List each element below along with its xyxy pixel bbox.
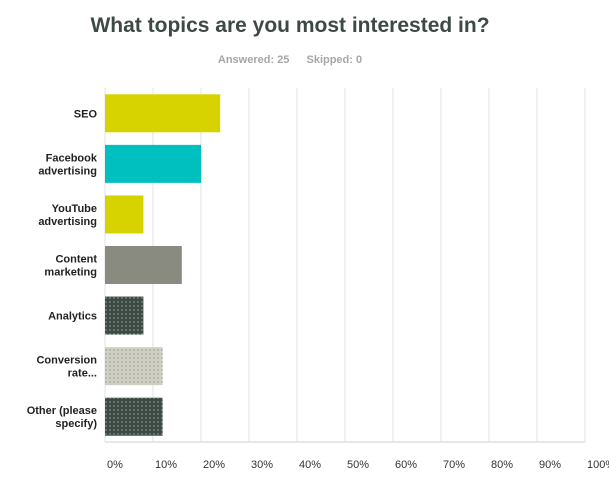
- bars: [105, 94, 221, 436]
- bar: [105, 246, 182, 284]
- category-label: SEO: [74, 108, 98, 120]
- tick-label: 30%: [251, 459, 273, 471]
- category-label: Conversion rate...: [36, 355, 97, 380]
- skipped-count: Skipped: 0: [306, 54, 363, 66]
- tick-label: 40%: [299, 459, 321, 471]
- bar-texture: [105, 347, 163, 386]
- tick-label: 80%: [491, 459, 513, 471]
- category-label: YouTube advertising: [38, 203, 97, 228]
- x-axis-ticks: 0% 10% 20% 30% 40% 50% 60% 70% 80% 90% 100%: [107, 459, 609, 471]
- tick-label: 90%: [539, 459, 561, 471]
- chart-title: What topics are you most interested in?: [90, 14, 490, 37]
- response-summary: Answered: 25 Skipped: 0: [0, 54, 580, 66]
- bar-texture: [105, 397, 163, 436]
- category-label: Other (please specify): [27, 405, 98, 430]
- answered-count: Answered: 25: [217, 54, 290, 66]
- tick-label: 50%: [347, 459, 369, 471]
- bar: [105, 94, 221, 133]
- tick-label: 100%: [587, 459, 609, 471]
- tick-label: 0%: [107, 459, 123, 471]
- category-label: Facebook advertising: [38, 152, 98, 177]
- bar: [105, 144, 201, 183]
- tick-label: 70%: [443, 459, 465, 471]
- tick-label: 10%: [155, 459, 177, 471]
- bar: [105, 195, 144, 234]
- category-label: Analytics: [48, 311, 97, 323]
- category-label: Content marketing: [44, 254, 97, 279]
- tick-label: 20%: [203, 459, 225, 471]
- bar-texture: [105, 296, 144, 335]
- tick-label: 60%: [395, 459, 417, 471]
- category-labels: SEO Facebook advertising YouTube advertising…: [27, 108, 98, 430]
